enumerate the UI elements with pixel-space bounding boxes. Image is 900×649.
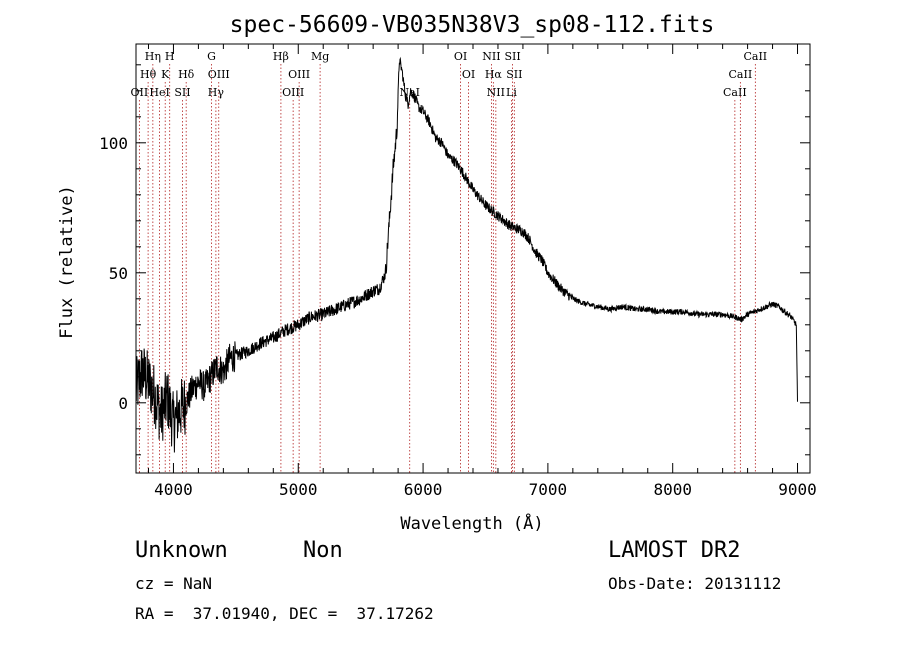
- spectral-line-label: OIII: [288, 68, 310, 81]
- spectrum-series-line: [135, 56, 798, 453]
- spectral-line-label: Mg: [311, 50, 329, 63]
- spectral-line-label: NII: [482, 50, 500, 63]
- chart-title: spec-56609-VB035N38V3_sp08-112.fits: [230, 12, 715, 38]
- y-tick-label: 0: [118, 394, 128, 413]
- x-axis-label: Wavelength (Å): [400, 512, 543, 534]
- spectral-line-label: Hα: [485, 68, 503, 81]
- object-subclass: Non: [303, 538, 343, 563]
- spectral-line-label: H: [165, 50, 175, 63]
- x-tick-label: 4000: [154, 480, 193, 499]
- y-tick-label: 100: [99, 134, 128, 153]
- spectral-line-label: NII: [487, 86, 505, 99]
- spectral-line-label: OIII: [282, 86, 304, 99]
- spectral-line-label: HeI: [149, 86, 169, 99]
- axis-ticks: 4000 5000 6000 7000 8000 9000 0 50 100: [99, 44, 817, 499]
- observation-date: Obs-Date: 20131112: [608, 574, 782, 593]
- x-tick-label: 9000: [778, 480, 817, 499]
- spectral-line-label: SII: [504, 50, 520, 63]
- y-axis-label: Flux (relative): [57, 185, 77, 339]
- x-tick-label: 8000: [653, 480, 692, 499]
- survey-name: LAMOST DR2: [608, 538, 741, 563]
- spectral-line-label: OII: [131, 86, 149, 99]
- redshift-cz: cz = NaN: [135, 574, 213, 593]
- plot-frame: [135, 43, 811, 474]
- spectral-line-label: CaII: [729, 68, 753, 81]
- object-class: Unknown: [135, 538, 228, 563]
- spectral-line-label: SII: [174, 86, 190, 99]
- spectral-line-markers: [138, 64, 756, 473]
- spectral-line-label: OI: [462, 68, 475, 81]
- spectral-line-label: K: [161, 68, 170, 81]
- x-tick-label: 5000: [279, 480, 318, 499]
- spectral-line-label: Hβ: [273, 50, 289, 63]
- spectral-line-label: OIII: [208, 68, 230, 81]
- spectral-line-label: Hδ: [178, 68, 195, 81]
- spectral-line-label: CaII: [743, 50, 767, 63]
- spectral-line-label: Li: [506, 86, 517, 99]
- x-tick-label: 7000: [529, 480, 568, 499]
- spectral-line-label: Hγ: [208, 86, 225, 99]
- spectral-line-label: Hθ: [140, 68, 157, 81]
- spectral-line-label: OI: [454, 50, 467, 63]
- coordinates: RA = 37.01940, DEC = 37.17262: [135, 604, 434, 623]
- spectral-line-label: SII: [506, 68, 522, 81]
- x-tick-label: 6000: [404, 480, 443, 499]
- y-tick-label: 50: [109, 264, 128, 283]
- spectral-line-label: G: [207, 50, 216, 63]
- spectral-line-label: Hη: [145, 50, 161, 63]
- spectral-line-label: CaII: [723, 86, 747, 99]
